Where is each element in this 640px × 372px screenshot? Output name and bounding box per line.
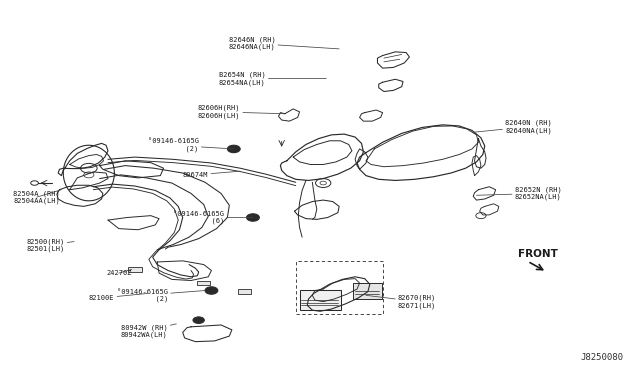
Text: FRONT: FRONT	[518, 249, 558, 259]
Text: B2654N (RH)
82654NA(LH): B2654N (RH) 82654NA(LH)	[219, 71, 326, 86]
Text: °09146-6165G
  (2): °09146-6165G (2)	[148, 138, 234, 152]
Text: 82640N (RH)
82640NA(LH): 82640N (RH) 82640NA(LH)	[473, 120, 552, 134]
Text: 80674M: 80674M	[183, 171, 240, 178]
Text: B: B	[251, 215, 255, 220]
Bar	[197, 280, 210, 285]
Text: 82500(RH)
82501(LH): 82500(RH) 82501(LH)	[26, 238, 74, 252]
Text: 82670(RH)
82671(LH): 82670(RH) 82671(LH)	[366, 295, 436, 309]
Text: B: B	[209, 288, 213, 293]
Text: 80942W (RH)
80942WA(LH): 80942W (RH) 80942WA(LH)	[121, 324, 176, 338]
Text: 24270Z: 24270Z	[106, 269, 132, 276]
Text: 82646N (RH)
82646NA(LH): 82646N (RH) 82646NA(LH)	[228, 36, 339, 50]
Circle shape	[205, 287, 218, 294]
Circle shape	[193, 317, 204, 324]
Circle shape	[246, 214, 259, 221]
Text: J8250080: J8250080	[580, 353, 623, 362]
Text: °09146-6165G
  (6): °09146-6165G (6)	[173, 211, 253, 224]
Text: 82652N (RH)
82652NA(LH): 82652N (RH) 82652NA(LH)	[476, 186, 561, 201]
Text: 82504A (RH)
82504AA(LH): 82504A (RH) 82504AA(LH)	[13, 190, 61, 204]
Bar	[129, 267, 143, 272]
Text: B: B	[232, 147, 236, 151]
Bar	[353, 283, 382, 299]
Bar	[300, 290, 341, 310]
Bar	[238, 289, 251, 294]
Text: 82100E: 82100E	[89, 294, 148, 301]
Text: °09146-6165G
  (2): °09146-6165G (2)	[117, 289, 205, 302]
Circle shape	[227, 145, 240, 153]
Text: 82606H(RH)
82606H(LH): 82606H(RH) 82606H(LH)	[198, 105, 285, 119]
